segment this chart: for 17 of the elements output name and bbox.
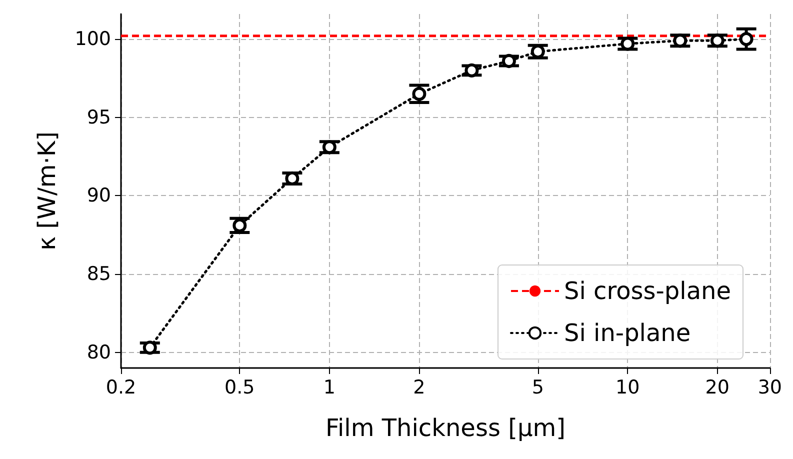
x-tick-label: 1 — [323, 376, 336, 398]
legend-label: Si cross-plane — [564, 277, 732, 305]
y-tick-label: 80 — [86, 341, 111, 364]
x-tick-label: 10 — [616, 376, 640, 398]
x-tick-label: 2 — [413, 376, 426, 398]
x-tick-label: 0.5 — [224, 376, 255, 398]
y-axis-title: κ [W/m·K] — [33, 131, 61, 251]
x-tick-label: 5 — [532, 376, 544, 398]
y-tick-label: 100 — [74, 28, 111, 50]
x-tick-label: 30 — [758, 376, 782, 398]
x-axis-title: Film Thickness [μm] — [325, 414, 566, 442]
y-tick-label: 85 — [86, 263, 111, 286]
y-tick-label: 90 — [86, 184, 111, 207]
y-tick-label: 95 — [86, 106, 111, 128]
x-tick-label: 0.2 — [106, 376, 136, 398]
legend-label: Si in-plane — [564, 319, 691, 347]
x-tick-label: 20 — [705, 376, 730, 398]
